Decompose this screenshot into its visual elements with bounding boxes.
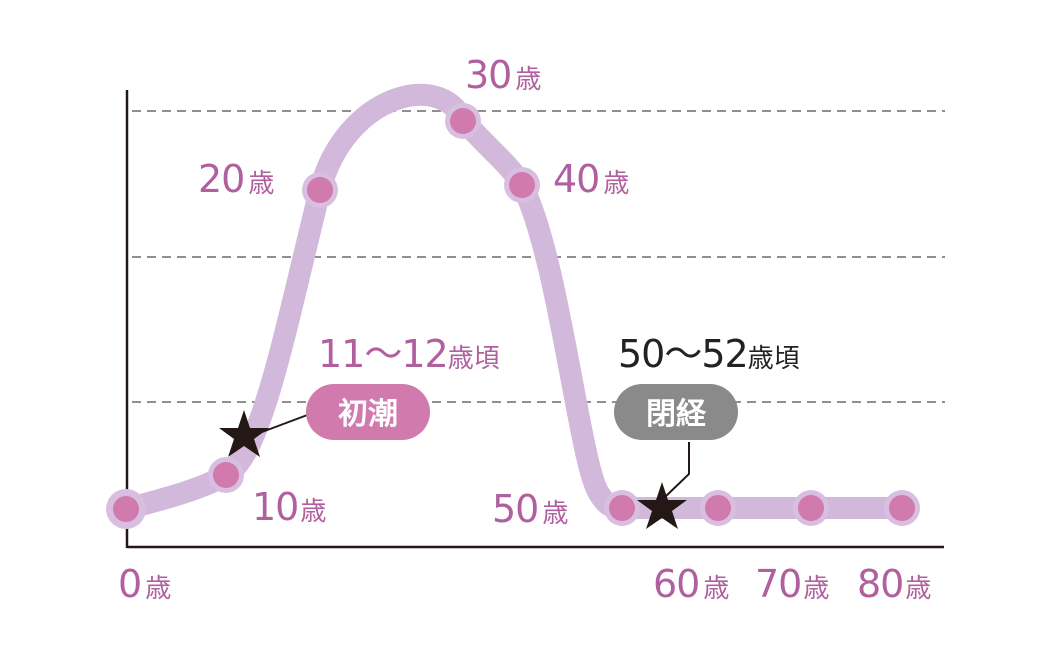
- point-age-70: [793, 490, 829, 526]
- point-age-60: [700, 490, 736, 526]
- point-age-80: [884, 490, 920, 526]
- point-age-10: [208, 457, 244, 493]
- menopause-badge: [614, 384, 738, 440]
- label-age-40: 40 歳: [553, 157, 629, 201]
- menarche-badge: [306, 384, 430, 440]
- point-age-0: [106, 489, 146, 529]
- menopause-badge-text: 閉経: [646, 397, 707, 432]
- menopause-range-label: 50〜52歳頃: [618, 332, 800, 376]
- menarche-range-label: 11〜12歳頃: [318, 332, 500, 376]
- label-age-70: 70歳: [755, 562, 829, 606]
- point-age-40: [504, 167, 540, 203]
- label-age-30: 30 歳: [465, 53, 541, 97]
- label-age-50: 50 歳: [492, 487, 568, 531]
- menarche-annotation: 初潮 11〜12歳頃: [219, 332, 500, 457]
- label-age-10: 10歳: [252, 485, 326, 529]
- label-age-60: 60 歳: [653, 562, 729, 606]
- label-age-20: 20 歳: [198, 157, 274, 201]
- menopause-annotation: 閉経 50〜52歳頃: [614, 332, 800, 529]
- menarche-badge-text: 初潮: [338, 397, 398, 432]
- point-age-50: [604, 490, 640, 526]
- menopause-star-icon: [637, 482, 687, 529]
- point-age-20: [302, 172, 338, 208]
- menarche-star-icon: [219, 410, 269, 457]
- data-points: [106, 103, 920, 529]
- label-age-80: 80歳: [857, 562, 931, 606]
- point-age-30: [445, 103, 481, 139]
